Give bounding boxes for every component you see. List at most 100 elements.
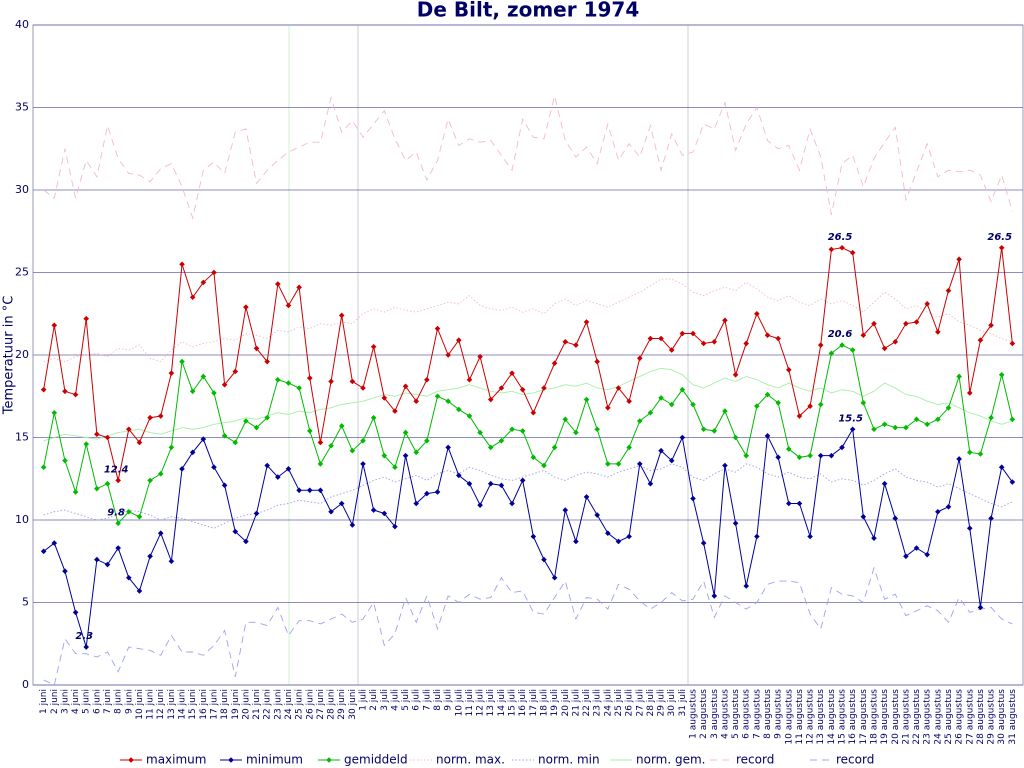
data-point (626, 398, 632, 404)
x-tick-label: 28 augustus (976, 689, 986, 745)
data-point (849, 249, 856, 256)
data-point (786, 500, 792, 507)
data-point (200, 279, 207, 286)
y-tick-label: 10 (15, 513, 29, 526)
data-point (594, 426, 600, 433)
data-point (828, 246, 835, 253)
data-point (690, 495, 696, 502)
data-point (360, 385, 366, 391)
data-point (636, 355, 643, 362)
x-tick-label: 13 juni (167, 689, 177, 720)
data-point (147, 477, 153, 484)
data-point (413, 398, 420, 404)
data-point (679, 330, 686, 337)
data-point (40, 464, 47, 470)
y-tick-label: 15 (15, 431, 29, 444)
data-point (317, 461, 324, 467)
data-label: 2.3 (75, 631, 93, 642)
data-label: 20.6 (828, 329, 853, 340)
data-point (296, 385, 302, 391)
data-point (892, 515, 899, 522)
legend-label: record (736, 753, 774, 767)
x-tick-label: 22 juni (263, 689, 273, 720)
data-point (275, 376, 281, 383)
data-point (51, 540, 58, 546)
x-tick-label: 17 juni (209, 689, 219, 720)
data-point (232, 439, 239, 446)
data-point (94, 485, 100, 492)
data-point (285, 380, 292, 386)
data-point (243, 418, 249, 424)
x-tick-label: 12 juni (156, 689, 166, 720)
data-point (754, 533, 760, 540)
x-tick-label: 29 augustus (987, 689, 997, 745)
data-point (817, 401, 824, 408)
data-point (615, 538, 622, 545)
x-tick-label: 4 juni (71, 689, 81, 714)
data-point (456, 406, 462, 413)
data-point (381, 510, 388, 517)
data-point (349, 378, 356, 385)
data-point (402, 383, 409, 390)
data-point (104, 434, 111, 441)
x-tick-label: 29 juni (337, 689, 347, 720)
data-point (807, 403, 813, 409)
data-point (136, 439, 143, 446)
data-point (807, 533, 813, 540)
x-tick-label: 7 juli (422, 689, 432, 711)
data-point (456, 337, 462, 343)
data-point (722, 408, 728, 414)
data-point (594, 358, 600, 365)
x-tick-label: 2 augustus (699, 689, 709, 739)
data-point (977, 604, 984, 611)
data-point (211, 390, 217, 396)
data-point (913, 416, 920, 423)
y-axis-label: Temperatuur in °C (2, 296, 17, 416)
data-point (487, 480, 494, 487)
x-tick-label: 26 augustus (955, 689, 965, 745)
data-point (115, 477, 121, 484)
x-tick-label: 10 augustus (784, 689, 794, 745)
x-tick-label: 23 juli (593, 689, 603, 717)
x-tick-label: 5 juli (401, 689, 411, 711)
data-point (647, 409, 654, 416)
x-tick-label: 16 augustus (848, 689, 858, 745)
data-point (264, 462, 270, 469)
x-tick-label: 25 augustus (944, 689, 954, 745)
x-tick-label: 6 juli (412, 689, 422, 711)
x-tick-label: 18 augustus (869, 689, 879, 745)
data-point (72, 391, 79, 398)
data-point (126, 508, 132, 515)
data-point (498, 482, 505, 489)
y-tick-label: 35 (15, 101, 29, 114)
data-point (392, 464, 398, 470)
x-tick-label: 4 augustus (720, 689, 730, 739)
data-point (849, 426, 856, 433)
data-point (956, 456, 962, 462)
data-point (551, 360, 558, 367)
data-point (157, 530, 164, 536)
data-point (328, 378, 334, 385)
legend-label: gemiddeld (344, 753, 408, 767)
data-point (839, 342, 845, 348)
data-point (40, 386, 47, 393)
data-point (296, 284, 302, 291)
data-point (679, 386, 686, 393)
data-point (360, 438, 366, 444)
data-point (115, 520, 121, 527)
data-point (381, 452, 388, 459)
data-point (626, 533, 632, 540)
data-point (966, 525, 973, 532)
data-point (136, 588, 143, 594)
data-point (839, 444, 845, 451)
x-tick-label: 23 juni (273, 689, 283, 720)
data-point (253, 510, 260, 517)
data-point (424, 376, 430, 383)
data-point (168, 558, 175, 565)
data-point (817, 342, 824, 348)
x-tick-label: 15 juni (188, 689, 198, 720)
data-point (200, 436, 207, 442)
legend-label: record (836, 753, 874, 767)
data-point (668, 347, 675, 353)
x-tick-label: 14 juni (178, 689, 188, 720)
